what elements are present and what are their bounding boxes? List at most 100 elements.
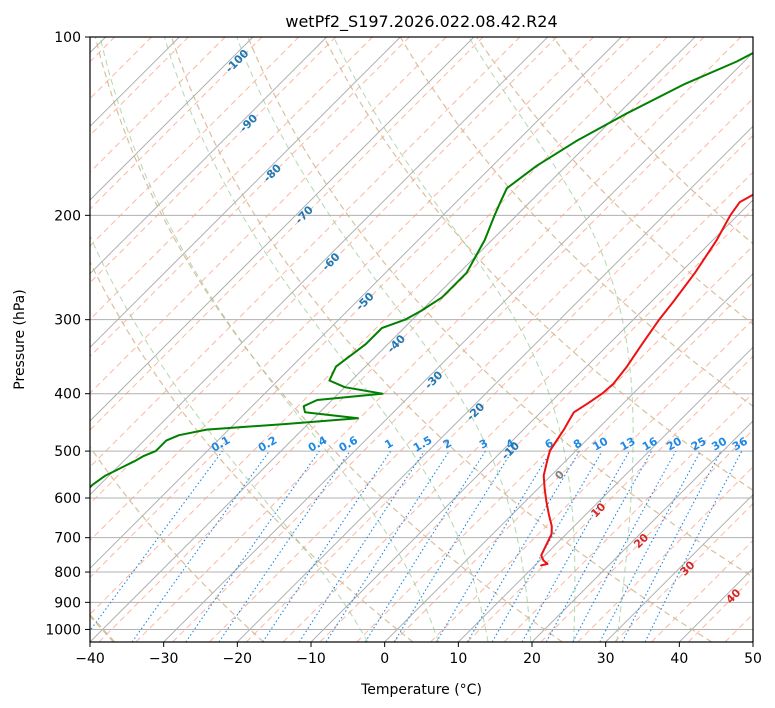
dewpoint-point (404, 319, 406, 321)
isotherm-dashed-line (503, 392, 753, 642)
isotherm-dashed-line (356, 245, 753, 642)
dewpoint-point (304, 411, 306, 413)
dewpoint-point (316, 399, 318, 401)
dewpoint-point (365, 343, 367, 345)
isotherm-dashed-line (540, 429, 753, 642)
mixing-ratio-line (131, 450, 270, 642)
isotherm-dashed-line (90, 37, 300, 247)
temperature-point (540, 554, 542, 557)
temperature-point (739, 201, 741, 203)
isotherm-dashed-line (614, 502, 753, 642)
isotherm-dashed-line (90, 37, 521, 468)
isotherm-gridline (605, 493, 753, 642)
dewpoint-point (155, 450, 157, 452)
isotherm-dashed-line (90, 37, 263, 210)
isotherm-dashed-line (90, 37, 668, 615)
moist-adiabat-line (90, 234, 369, 642)
moist-adiabat-line (99, 37, 439, 642)
dewpoint-point (328, 379, 331, 382)
dewpoint-point (499, 201, 501, 203)
temperature-point (546, 460, 548, 462)
isotherm-dashed-line (577, 466, 753, 642)
mixing-ratio-line (572, 450, 677, 642)
isotherm-dashed-line (90, 37, 410, 358)
temperature-point (573, 411, 575, 413)
dewpoint-point (91, 484, 94, 486)
isotherm-dashed-line (90, 37, 447, 394)
dewpoint-point (420, 310, 422, 312)
dewpoint-point (493, 214, 496, 216)
isotherm-dashed-line (319, 208, 753, 642)
dewpoint-point (142, 455, 144, 457)
mixing-ratio-line (644, 450, 743, 642)
temperature-point (548, 514, 550, 516)
isotherm-gridline (310, 199, 753, 642)
mixing-ratio-lines (90, 450, 743, 642)
isotherm-gridline (90, 37, 622, 570)
temperature-point (556, 439, 558, 442)
temperature-point (658, 319, 660, 321)
dewpoint-point (357, 417, 359, 419)
isotherm-dashed-line (90, 37, 373, 321)
y-tick-label: 200 (54, 208, 81, 224)
y-tick-label: 400 (54, 387, 81, 403)
temperature-point (694, 272, 696, 274)
isotherm-dashed-line (90, 37, 594, 542)
isotherm-dashed-line (209, 97, 753, 642)
dewpoint-point (303, 405, 305, 407)
temperature-point (612, 383, 614, 385)
dewpoint-point (624, 113, 626, 115)
isotherm-dashed-line (90, 37, 484, 431)
isotherm-gridline (90, 37, 475, 422)
temperature-point (626, 365, 628, 368)
temperature-point (549, 450, 551, 452)
temperature-point (542, 559, 545, 562)
dewpoint-point (381, 327, 383, 329)
dewpoint-point (344, 386, 346, 388)
dewpoint-point (119, 467, 121, 470)
x-tick-label: −10 (296, 651, 326, 667)
moist-adiabat-line (163, 37, 489, 642)
isotherm-dashed-line (90, 37, 337, 284)
y-tick-label: 900 (54, 595, 81, 611)
x-tick-label: 20 (523, 651, 541, 667)
temperature-points (540, 201, 741, 567)
x-tick-label: 10 (449, 651, 467, 667)
plot-background (90, 37, 753, 642)
isotherm-dashed-line (135, 37, 742, 642)
isotherm-dashed-line (651, 539, 753, 642)
dry-adiabat-line (323, 37, 753, 492)
dry-adiabat-line (90, 445, 264, 642)
isotherm-gridline (384, 272, 753, 642)
temperature-point (551, 525, 553, 528)
mixing-ratio-line (262, 450, 392, 642)
dewpoint-point (160, 445, 162, 447)
isotherm-dashed-line (393, 281, 753, 642)
chart-title: wetPf2_S197.2026.022.08.42.R24 (285, 12, 557, 32)
dry-adiabat-line (170, 37, 713, 642)
dewpoint-point (381, 393, 384, 395)
x-tick-label: −20 (223, 651, 253, 667)
temperature-point (563, 429, 565, 431)
y-tick-label: 1000 (45, 622, 81, 638)
mixing-ratio-line (90, 450, 223, 632)
isotherm-dashed-line (90, 37, 558, 505)
isotherm-gridline (90, 37, 254, 201)
mixing-ratio-line (298, 450, 425, 642)
dry-adiabat-line (94, 37, 563, 642)
x-tick-label: −30 (149, 651, 179, 667)
temperature-point (540, 564, 542, 567)
dewpoint-point (484, 239, 486, 241)
temperature-point (543, 547, 546, 550)
y-tick-label: 500 (54, 444, 81, 460)
temperature-point (641, 343, 643, 345)
dewpoint-point (165, 439, 167, 442)
dewpoint-point (466, 272, 468, 274)
temperature-point (546, 563, 549, 565)
mixing-ratio-line (185, 450, 320, 642)
temperature-point (716, 239, 718, 241)
dewpoint-points (91, 60, 738, 486)
y-tick-label: 800 (54, 565, 81, 581)
temperature-point (551, 533, 553, 535)
temperature-point (729, 214, 731, 216)
